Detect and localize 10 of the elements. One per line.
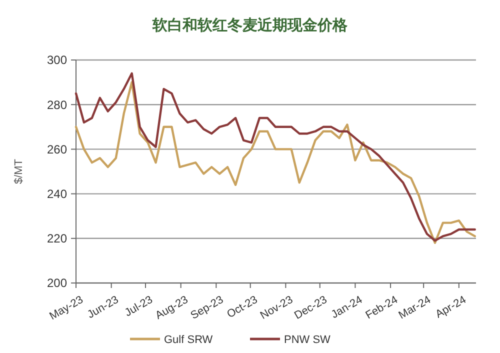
y-tick-label: 300 [46, 53, 68, 68]
y-tick-label: 220 [46, 232, 68, 246]
y-tick-label: 260 [46, 142, 68, 156]
y-tick-label: 200 [46, 276, 68, 290]
chart-title: 软白和软红冬麦近期现金价格 [152, 17, 348, 34]
legend-label: Gulf SRW [164, 334, 214, 346]
y-axis-title: $/MT [13, 158, 25, 184]
y-tick-label: 280 [46, 98, 68, 112]
legend-label: PNW SW [284, 334, 332, 346]
y-tick-label: 240 [46, 187, 68, 201]
